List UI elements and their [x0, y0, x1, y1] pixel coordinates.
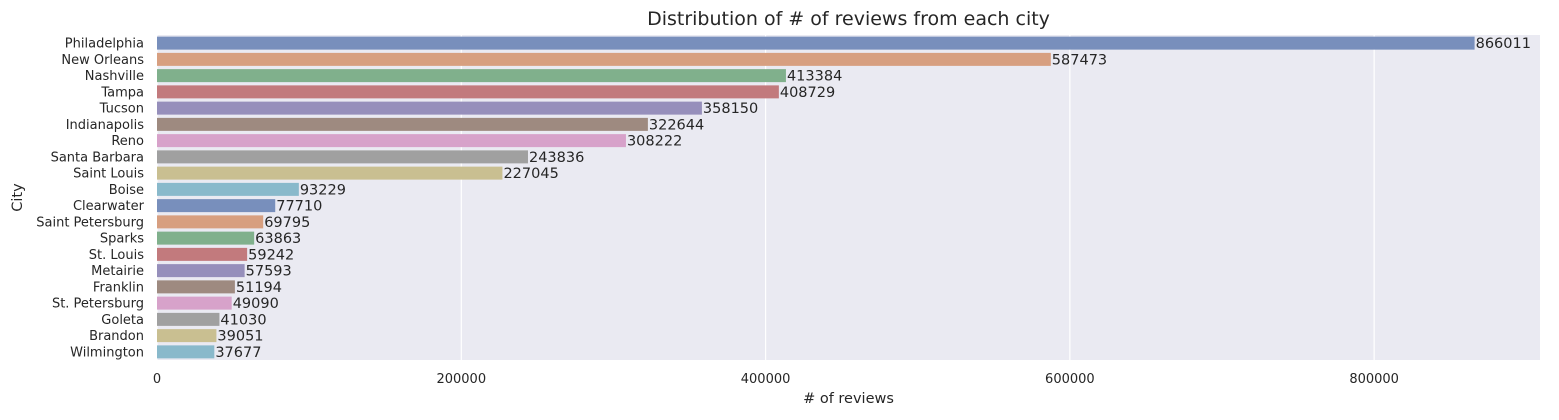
bar-value-label: 63863: [255, 231, 301, 247]
x-tick-label: 800000: [1349, 372, 1399, 387]
plot-area: [157, 35, 1540, 360]
bar-value-label: 227045: [503, 166, 558, 182]
bar-value-label: 243836: [529, 150, 584, 166]
y-tick-label: Clearwater: [73, 199, 145, 214]
y-tick-label: Reno: [111, 134, 144, 149]
bar: [157, 199, 276, 213]
bar-value-label: 69795: [264, 215, 310, 231]
bar-value-label: 49090: [233, 296, 279, 312]
bar: [157, 182, 299, 196]
bar-value-label: 51194: [236, 280, 282, 296]
y-tick-label: St. Louis: [89, 248, 144, 263]
x-tick-label: 400000: [741, 372, 791, 387]
y-tick-label: Brandon: [89, 329, 144, 344]
bar: [157, 52, 1051, 66]
bar-value-label: 358150: [703, 101, 758, 117]
y-tick-label: Tucson: [99, 102, 144, 117]
y-tick-label: Wilmington: [70, 345, 144, 360]
bar: [157, 215, 264, 229]
bars: [157, 36, 1475, 359]
x-tick-labels: 0 200000 400000 600000 800000: [153, 372, 1399, 387]
bar-value-label: 39051: [217, 329, 263, 345]
y-tick-label: Metairie: [91, 264, 144, 279]
y-tick-label: Franklin: [93, 280, 144, 295]
bar: [157, 345, 215, 359]
bar-value-label: 587473: [1052, 52, 1107, 68]
y-tick-label: Nashville: [85, 69, 144, 84]
chart-title: Distribution of # of reviews from each c…: [647, 8, 1050, 30]
bar: [157, 69, 786, 83]
bar-value-label: 866011: [1476, 36, 1531, 52]
y-tick-label: Sparks: [100, 232, 144, 247]
bar-value-label: 308222: [627, 134, 682, 150]
bar-value-label: 41030: [220, 312, 266, 328]
bar: [157, 264, 245, 278]
x-tick-label: 200000: [436, 372, 486, 387]
bar: [157, 117, 648, 131]
x-tick-label: 0: [153, 372, 161, 387]
bar: [157, 329, 217, 343]
bar: [157, 231, 255, 245]
bar: [157, 36, 1475, 50]
bar-value-label: 408729: [780, 85, 835, 101]
y-tick-label: New Orleans: [61, 53, 144, 68]
bar-value-label: 322644: [649, 117, 704, 133]
bar-value-label: 93229: [300, 182, 346, 198]
y-tick-label: St. Petersburg: [52, 297, 144, 312]
y-tick-label: Philadelphia: [65, 37, 144, 52]
bar: [157, 312, 220, 326]
bar-value-label: 57593: [246, 264, 292, 280]
y-tick-label: Santa Barbara: [51, 150, 144, 165]
y-tick-label: Goleta: [101, 313, 144, 328]
y-tick-label: Saint Petersburg: [36, 215, 144, 230]
bar: [157, 134, 626, 148]
y-tick-label: Boise: [109, 183, 144, 198]
bar-value-label: 37677: [215, 345, 261, 361]
bar: [157, 150, 528, 164]
bar-value-label: 77710: [276, 199, 322, 215]
x-tick-label: 600000: [1045, 372, 1095, 387]
bar-value-label: 413384: [787, 69, 842, 85]
bar: [157, 101, 702, 115]
bar: [157, 280, 235, 294]
bar: [157, 247, 248, 261]
x-axis-label: # of reviews: [803, 391, 894, 407]
bar: [157, 85, 779, 99]
y-tick-label: Tampa: [100, 85, 144, 100]
bar: [157, 296, 232, 310]
bar: [157, 166, 503, 180]
bar-value-label: 59242: [248, 247, 294, 263]
y-tick-label: Saint Louis: [73, 167, 144, 182]
y-tick-label: Indianapolis: [66, 118, 145, 133]
y-axis-label: City: [10, 183, 26, 212]
